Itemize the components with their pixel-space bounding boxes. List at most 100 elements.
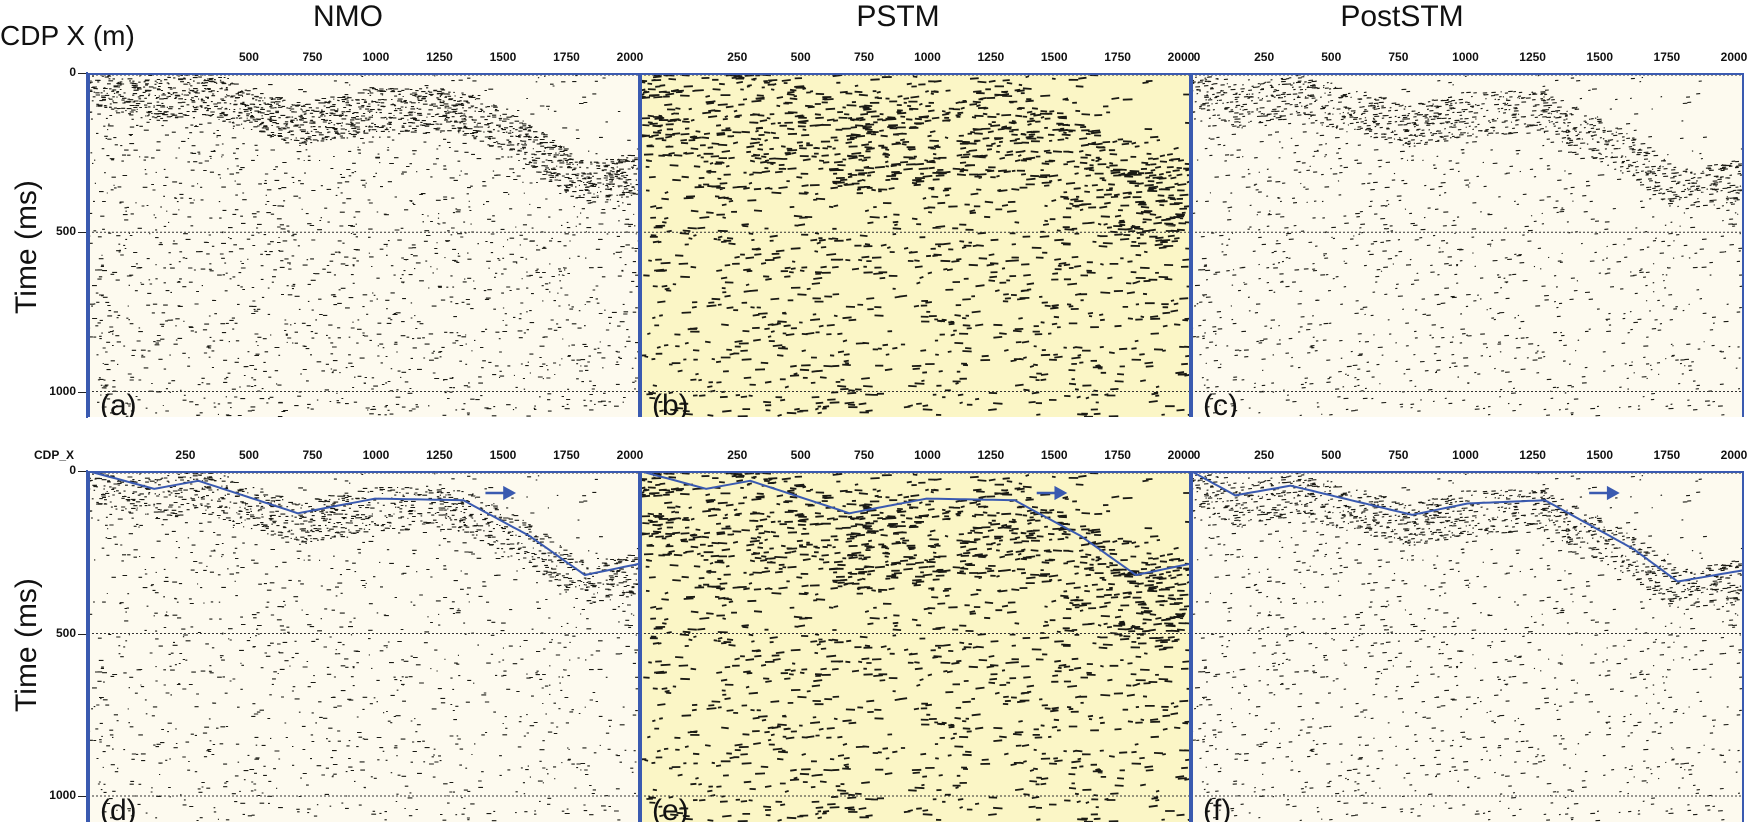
x-tick-label: 250 [175,448,196,462]
x-tick-label: 750 [302,50,323,64]
direction-arrow-icon [1036,485,1068,501]
x-tick-label: 250 [727,448,748,462]
panel-frame [640,471,1191,822]
x-tick-label: 250 [727,50,748,64]
x-tick-label: 1500 [1040,448,1068,462]
panel-d: (d) [88,471,640,822]
y-tick-label: 1000 [49,788,76,802]
x-tick-label: 1500 [1586,448,1614,462]
seismic-traces [1191,74,1744,417]
panel-e: (e) [640,471,1191,822]
x-tick-label: 750 [1388,448,1409,462]
x-tick-label: 500 [238,50,259,64]
x-axis-label-top: CDP X (m) [0,20,135,51]
panel-frame [88,471,640,822]
x-tick-label: 1250 [977,448,1005,462]
x-tick-label: 1250 [1519,50,1546,64]
x-tick-label: 1750 [1104,50,1131,64]
x-tick-label: 2000 [616,50,644,64]
y-tick-label: 1000 [49,383,76,398]
x-tick-label: 250 [1254,50,1275,64]
y-tick-mark [78,391,86,393]
x-tick-label: 1500 [1586,50,1614,64]
y-axis-label-top: Time (ms) [10,180,43,314]
panel-label-d: (d) [100,794,137,822]
seismic-d [88,471,640,822]
x-tick-label: 750 [854,50,875,64]
x-tick-label: 2000 [1720,50,1748,64]
panel-label-f: (f) [1203,794,1232,822]
title-nmo: NMO [313,0,383,33]
x-tick-label: 1250 [426,448,453,462]
x-tick-label: 1750 [553,448,580,462]
seismic-a [88,73,640,417]
panel-label-a: (a) [100,389,137,417]
panel-label-c: (c) [1203,389,1238,417]
direction-arrow-icon [485,485,517,501]
x-tick-label: 750 [1388,50,1409,64]
x-tick-label: 1750 [1653,448,1681,462]
seismic-traces [640,471,1191,822]
x-tick-label: 1000 [1452,448,1479,462]
panel-frame [88,73,640,417]
x-tick-label: 500 [1321,448,1342,462]
panel-frame [1191,73,1744,417]
x-tick-label: 1500 [489,448,517,462]
title-pstm: PSTM [856,0,940,33]
x-tick-label: 1250 [977,50,1005,64]
panel-b: (b) [640,73,1191,417]
x-tick-label: 750 [302,448,323,462]
y-tick-mark [78,796,86,797]
x-tick-label: 1000 [1452,50,1479,64]
x-tick-label: 1750 [1653,50,1681,64]
x-tick-label: 2000 [1167,50,1195,64]
panel-label-b: (b) [652,389,689,417]
x-tick-label: 1750 [1104,448,1131,462]
title-poststm: PostSTM [1340,0,1464,33]
panel-a: (a) [88,73,640,417]
y-axis-label-bottom: Time (ms) [10,578,43,712]
x-tick-label: 1250 [426,50,453,64]
x-tick-label: 1000 [914,50,941,64]
y-tick-mark [78,232,86,234]
x-tick-label: 250 [1254,448,1275,462]
x-axis-label-bottom: CDP_X [34,448,75,462]
x-tick-label: 500 [790,50,811,64]
left-axis-line-top [86,72,88,418]
seismic-traces [88,471,640,822]
y-tick-label: 0 [69,463,76,477]
x-tick-label: 500 [790,448,811,462]
x-tick-label: 1500 [1040,50,1068,64]
panel-frame [640,73,1191,417]
panel-f: (f) [1191,471,1744,822]
seismic-traces [88,73,640,417]
y-tick-mark [78,633,86,635]
seismic-c [1191,73,1744,417]
seismic-e [640,471,1191,822]
x-tick-label: 500 [238,448,259,462]
y-tick-mark [78,73,86,74]
seismic-b [640,73,1191,417]
y-tick-label: 500 [55,625,76,640]
x-tick-label: 500 [1321,50,1342,64]
panel-label-e: (e) [652,794,689,822]
seismic-traces [640,73,1191,417]
x-tick-label: 1500 [489,50,517,64]
x-tick-label: 1750 [553,50,580,64]
x-tick-label: 1000 [362,50,390,64]
seismic-traces [1191,472,1744,822]
x-tick-label: 2000 [1167,448,1195,462]
horizon-line [1191,471,1744,583]
horizon-line [640,471,1191,577]
x-tick-label: 0 [1193,50,1201,64]
left-axis-line-bottom [86,470,88,822]
x-tick-label: 1000 [914,448,941,462]
seismic-f [1191,471,1744,822]
horizon-line [88,471,640,577]
y-tick-label: 0 [69,65,76,79]
x-tick-label: 1250 [1519,448,1546,462]
x-tick-label: 2000 [616,448,644,462]
x-tick-label: 2000 [1720,448,1748,462]
panel-frame [1191,471,1744,822]
x-tick-label: 750 [854,448,875,462]
